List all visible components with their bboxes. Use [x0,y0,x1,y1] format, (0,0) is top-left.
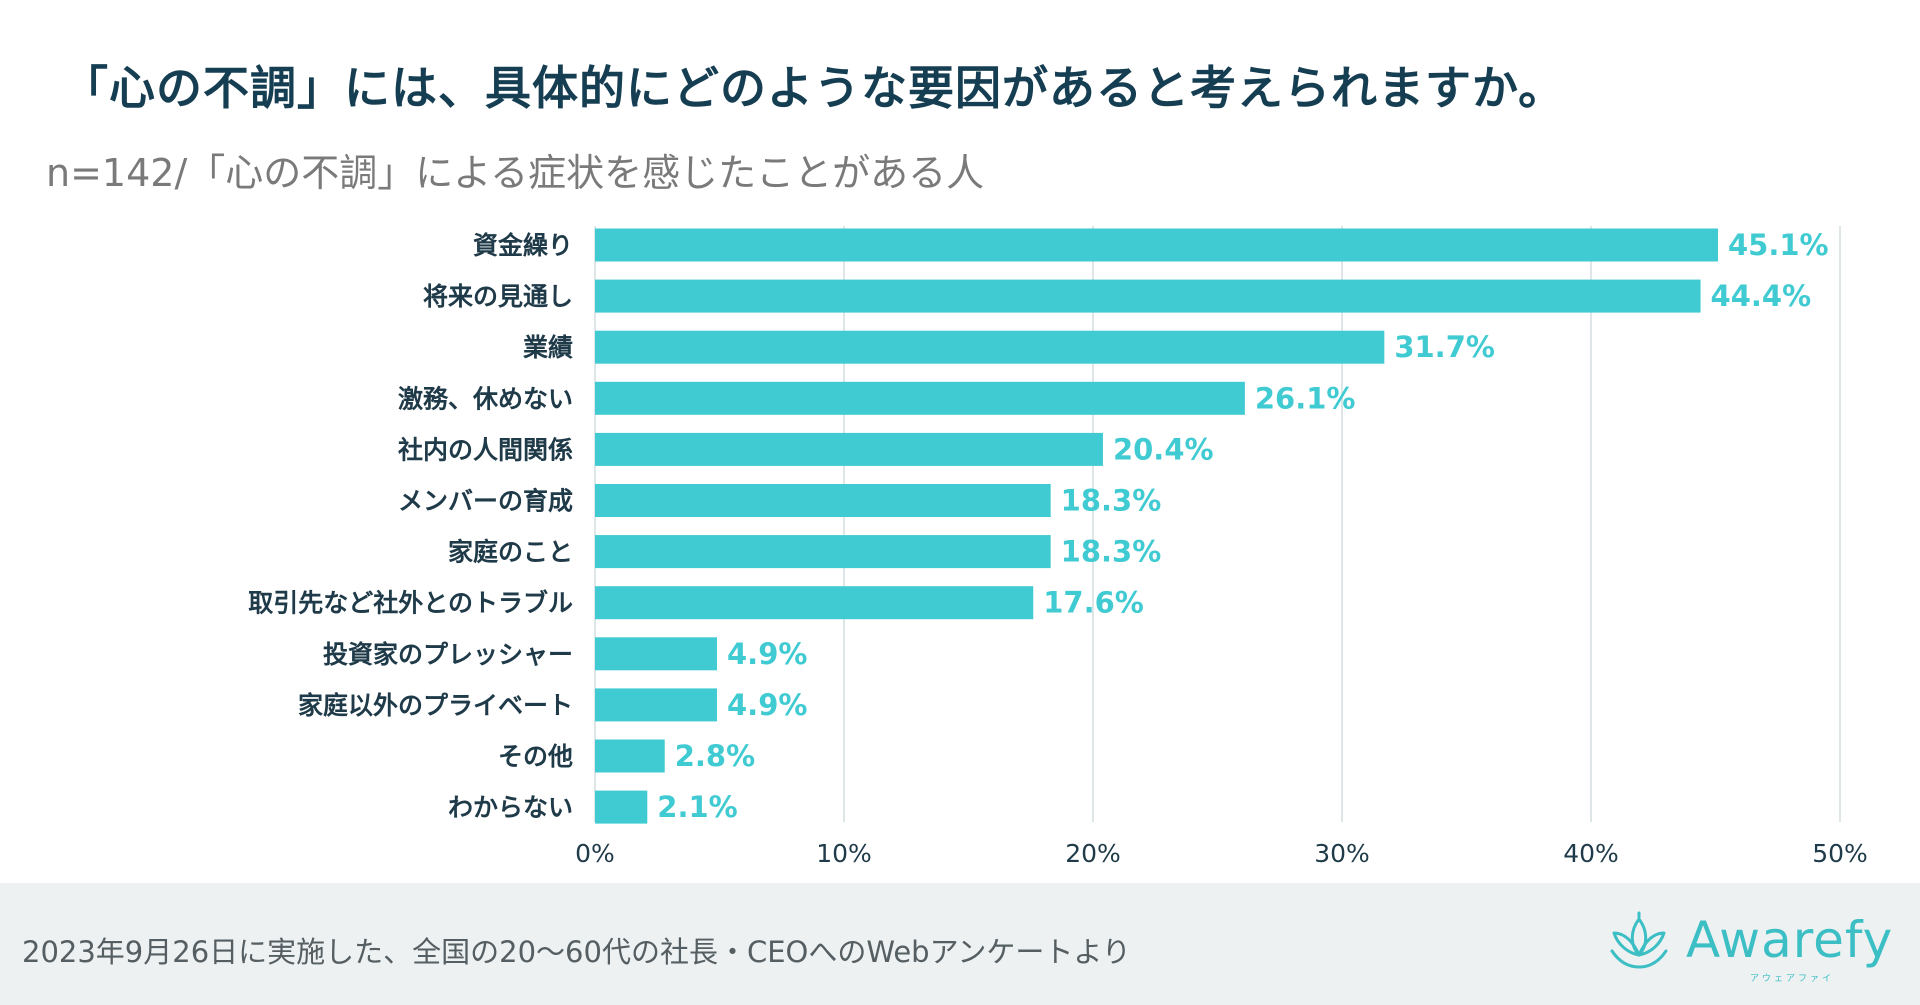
brand-logo: Awarefy アウェアファイ [1602,909,1892,989]
x-tick-label: 50% [1812,839,1868,868]
brand-kana: アウェアファイ [1750,974,1835,984]
value-label: 45.1% [1728,228,1829,262]
value-label: 31.7% [1394,330,1495,364]
category-label: 資金繰り [473,231,573,260]
chart-title: 「心の不調」には、具体的にどのような要因があると考えられますか。 [62,61,1566,115]
category-label: 社内の人間関係 [398,435,573,464]
value-label: 20.4% [1113,432,1214,466]
value-label: 2.8% [675,739,755,773]
value-label: 2.1% [657,790,737,824]
x-tick-label: 10% [816,839,872,868]
x-tick-label: 20% [1065,839,1121,868]
bars [595,228,1718,824]
category-label: 業績 [523,333,573,362]
bar [595,484,1051,517]
chart-subtitle: n=142/「心の不調」による症状を感じたことがある人 [46,151,985,195]
bar [595,330,1385,364]
value-label: 4.9% [727,688,807,722]
category-label: メンバーの育成 [398,487,573,516]
x-tick-label: 30% [1314,839,1370,868]
bar [595,381,1245,415]
category-label: その他 [498,742,573,771]
category-label: わからない [448,793,573,822]
x-tick-label: 40% [1563,839,1619,868]
category-label: 家庭のこと [448,538,573,567]
bar [595,790,648,824]
category-label: 激務、休めない [398,384,573,413]
lotus-icon [1610,911,1668,969]
bar [595,432,1103,466]
value-label: 26.1% [1255,381,1356,415]
x-tick-label: 0% [575,839,615,868]
source-note: 2023年9月26日に実施した、全国の20〜60代の社長・CEOへのWebアンケ… [22,935,1131,969]
category-label: 家庭以外のプライベート [298,691,573,720]
bar [595,586,1034,620]
bar [595,688,718,722]
value-label: 18.3% [1061,535,1162,569]
bar [595,535,1051,569]
bar [595,739,665,773]
category-label: 将来の見通し [423,282,573,311]
value-label: 18.3% [1061,484,1162,518]
category-label: 取引先など社外とのトラブル [248,589,573,618]
bar [595,228,1718,262]
footer: 2023年9月26日に実施した、全国の20〜60代の社長・CEOへのWebアンケ… [0,883,1920,1005]
brand-name: Awarefy [1686,911,1894,969]
bar-chart: 0% 10% 20% 30% 40% 50% 資金繰り 45.1% 将来の見通し 44.4% 業績 3… [248,226,1868,868]
value-label: 44.4% [1711,279,1812,313]
labels: 0% 10% 20% 30% 40% 50% 資金繰り 45.1% 将来の見通し 44.4% 業績 3… [248,228,1868,868]
bar [595,637,718,671]
gridlines [594,226,1841,822]
value-label: 17.6% [1043,586,1144,620]
category-label: 投資家のプレッシャー [323,640,573,669]
bar [595,279,1701,313]
value-label: 4.9% [727,637,807,671]
